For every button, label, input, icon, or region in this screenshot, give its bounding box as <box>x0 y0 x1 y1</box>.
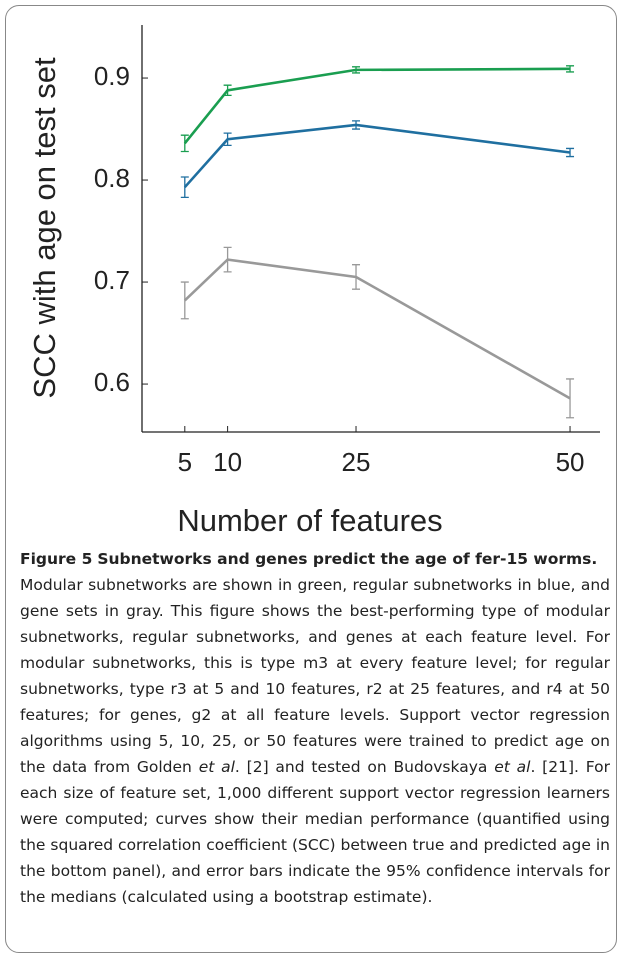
caption-end: . <box>591 550 598 568</box>
figure-frame <box>5 5 617 953</box>
caption-text: et al <box>494 758 531 776</box>
series-line <box>183 67 571 145</box>
series-line <box>183 123 571 189</box>
x-tick-label: 10 <box>213 447 242 477</box>
caption-text: . [2] and tested on Budovskaya <box>234 758 495 776</box>
x-axis-label: Number of features <box>177 503 442 538</box>
caption-body: Modular subnetworks are shown in green, … <box>20 576 610 906</box>
y-axis-label: SCC with age on test set <box>27 57 62 399</box>
error-bar <box>566 378 575 419</box>
x-tick-label: 25 <box>342 447 371 477</box>
caption-label: Figure 5 <box>20 550 93 568</box>
error-bar <box>223 84 232 97</box>
x-tick-label: 50 <box>556 447 585 477</box>
caption-text: . [21]. For each size of feature set, 1,… <box>20 758 610 906</box>
caption: Figure 5 Subnetworks and genes predict t… <box>20 546 610 910</box>
caption-text: Modular subnetworks are shown in green, … <box>20 576 610 776</box>
y-tick-label: 0.7 <box>94 265 130 295</box>
x-tick-label: 5 <box>178 447 192 477</box>
error-bar <box>352 264 361 290</box>
series-line <box>183 258 571 400</box>
error-bar <box>180 176 189 199</box>
error-bar <box>223 246 232 273</box>
chart: Number of features SCC with age on test … <box>27 25 600 538</box>
error-bar <box>180 134 189 153</box>
y-tick-label: 0.6 <box>94 367 130 397</box>
error-bar <box>352 120 361 130</box>
error-bar <box>566 65 575 73</box>
y-tick-label: 0.9 <box>94 61 130 91</box>
error-bar <box>180 281 189 320</box>
error-bar <box>352 66 361 74</box>
error-bar <box>223 132 232 147</box>
error-bar <box>566 147 575 158</box>
caption-text: et al <box>198 758 235 776</box>
y-tick-label: 0.8 <box>94 163 130 193</box>
caption-title: Subnetworks and genes predict the age of… <box>97 550 592 568</box>
